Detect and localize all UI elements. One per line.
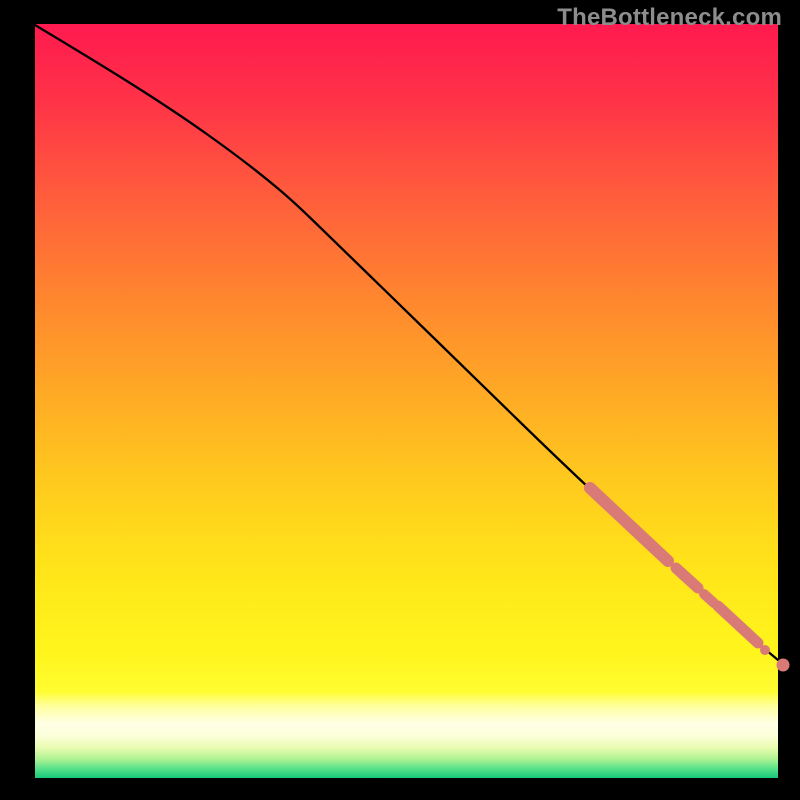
marker-dot xyxy=(760,645,770,655)
bottleneck-chart xyxy=(0,0,800,800)
chart-container: TheBottleneck.com xyxy=(0,0,800,800)
plot-background xyxy=(35,24,778,778)
watermark-text: TheBottleneck.com xyxy=(557,4,782,32)
marker-segment xyxy=(704,594,714,603)
marker-dot xyxy=(777,659,790,672)
